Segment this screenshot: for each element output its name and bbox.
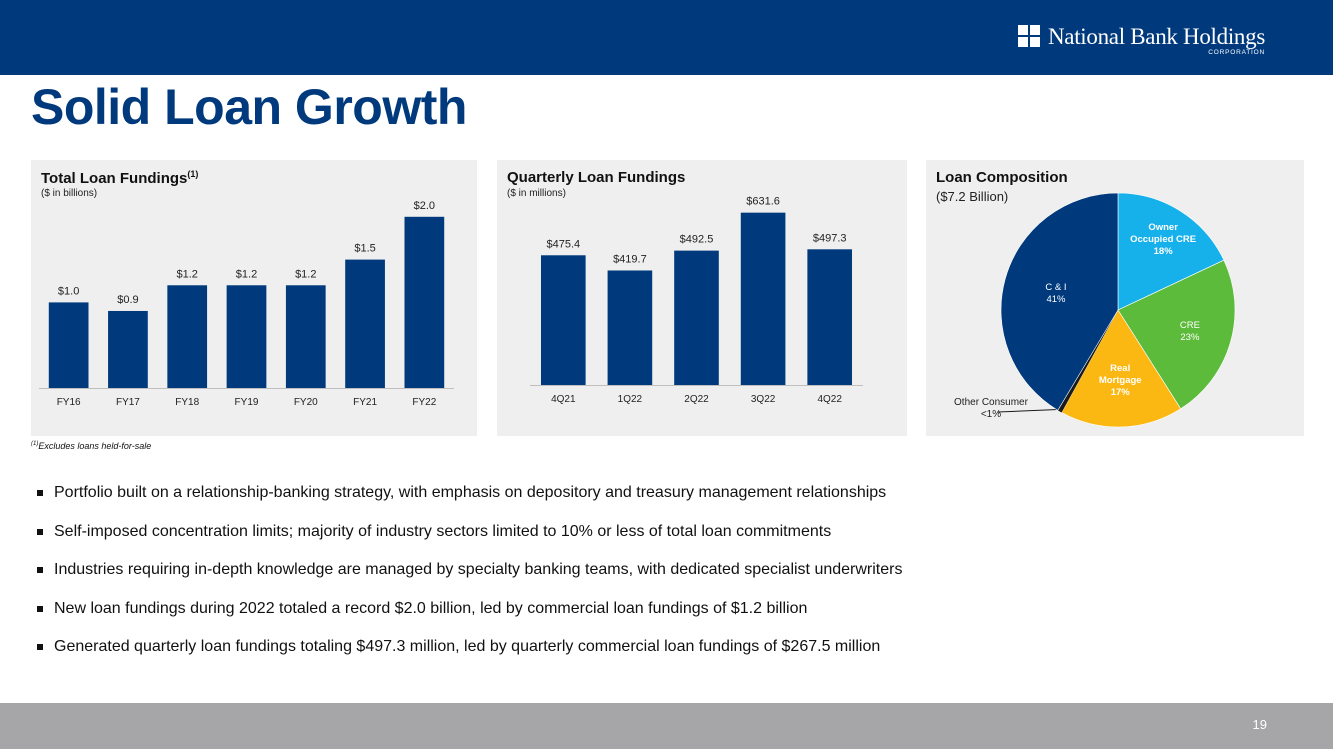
slice-label: 17% — [1111, 387, 1131, 398]
bar — [167, 285, 208, 388]
bullet-icon — [37, 644, 43, 650]
slice-label: C & I — [1045, 282, 1066, 293]
slice-label: 18% — [1154, 246, 1174, 257]
bar — [607, 270, 653, 385]
tick-label: FY21 — [353, 397, 377, 408]
bar — [674, 250, 719, 385]
pie-slice — [1117, 192, 1225, 311]
logo-subtext: CORPORATION — [1208, 49, 1265, 56]
bullet-item: New loan fundings during 2022 totaled a … — [37, 598, 902, 637]
tick-label: FY16 — [57, 397, 81, 408]
chart-title: Total Loan Fundings(1) — [41, 169, 199, 187]
data-label: $475.4 — [546, 238, 580, 250]
pie-slice — [1000, 192, 1119, 411]
chart-subtitle: ($ in billions) — [41, 188, 98, 199]
chart-title: Quarterly Loan Fundings — [507, 169, 686, 186]
pie-slice — [1061, 309, 1182, 428]
bullet-item: Portfolio built on a relationship-bankin… — [37, 482, 902, 521]
chart-title: Loan Composition — [936, 169, 1068, 186]
chart-subtitle: ($ in millions) — [507, 188, 566, 199]
data-label: $1.2 — [177, 268, 198, 280]
tick-label: FY18 — [175, 397, 199, 408]
chart-subtitle: ($7.2 Billion) — [936, 189, 1009, 204]
bar — [285, 285, 326, 388]
bullet-icon — [37, 567, 43, 573]
bar — [345, 259, 385, 388]
data-label: $1.0 — [58, 285, 79, 297]
tick-label: FY22 — [412, 397, 436, 408]
slice-label: Other Consumer — [954, 397, 1029, 408]
data-label: $1.2 — [236, 268, 257, 280]
tick-label: 1Q22 — [618, 394, 643, 405]
company-logo: National Bank Holdings CORPORATION — [1018, 20, 1265, 56]
bar — [404, 216, 445, 388]
bullet-item: Industries requiring in-depth knowledge … — [37, 559, 902, 598]
tick-label: FY17 — [116, 397, 140, 408]
total-loan-fundings-chart: $1.0 FY16 $0.9 FY17 $1.2 FY18 $1.2 FY19 $1.2 FY20… — [39, 200, 454, 408]
slice-label: Mortgage — [1099, 375, 1142, 386]
tick-label: 4Q21 — [551, 394, 576, 405]
logo-text: National Bank Holdings — [1048, 24, 1265, 49]
bullet-icon — [37, 605, 43, 612]
bullet-item: Self-imposed concentration limits; major… — [37, 521, 902, 560]
slice-label: Occupied CRE — [1130, 234, 1196, 245]
tick-label: 4Q22 — [817, 394, 842, 405]
data-label: $2.0 — [414, 200, 435, 212]
data-label: $631.6 — [746, 196, 780, 208]
footer-bar: 19 — [0, 703, 1333, 749]
data-label: $497.3 — [813, 232, 847, 244]
slice-label: Real — [1110, 363, 1130, 374]
page-title: Solid Loan Growth — [31, 79, 467, 135]
tick-label: FY20 — [294, 397, 318, 408]
data-label: $492.5 — [680, 234, 714, 246]
data-label: $419.7 — [613, 253, 647, 265]
page-number: 19 — [1252, 717, 1267, 732]
bullet-icon — [37, 528, 43, 535]
slice-label: Owner — [1148, 222, 1178, 233]
data-label: $1.2 — [295, 268, 316, 280]
pie-slice — [1117, 259, 1236, 410]
bar — [807, 249, 853, 385]
bar — [740, 212, 786, 385]
total-loan-fundings-panel: Total Loan Fundings(1) ($ in billions) $… — [31, 160, 477, 436]
bar — [108, 310, 148, 388]
bullet-icon — [37, 490, 43, 496]
bullet-item: Generated quarterly loan fundings totali… — [37, 636, 902, 675]
tick-label: FY19 — [235, 397, 259, 408]
slice-label: CRE — [1180, 320, 1200, 331]
bar — [48, 302, 89, 388]
bar — [226, 285, 267, 388]
slice-label: 41% — [1046, 294, 1066, 305]
quarterly-loan-fundings-chart: $475.4 4Q21 $419.7 1Q22 $492.5 2Q22 $631.6 3Q22… — [530, 196, 863, 405]
header-bar: National Bank Holdings CORPORATION — [0, 0, 1333, 75]
bullet-list: Portfolio built on a relationship-bankin… — [37, 482, 902, 675]
tick-label: 3Q22 — [751, 394, 776, 405]
slice-label: <1% — [981, 409, 1001, 420]
data-label: $1.5 — [354, 243, 375, 255]
quarterly-loan-fundings-panel: Quarterly Loan Fundings ($ in millions) … — [497, 160, 907, 436]
tick-label: 2Q22 — [684, 394, 709, 405]
leader-line — [997, 408, 1061, 413]
slice-label: 23% — [1180, 332, 1200, 343]
bar — [540, 255, 586, 385]
logo-icon — [1018, 25, 1040, 47]
data-label: $0.9 — [117, 294, 138, 306]
loan-composition-panel: Loan Composition ($7.2 Billion) Owner Occ… — [926, 160, 1304, 436]
footnote: (1)Excludes loans held-for-sale — [31, 441, 152, 451]
